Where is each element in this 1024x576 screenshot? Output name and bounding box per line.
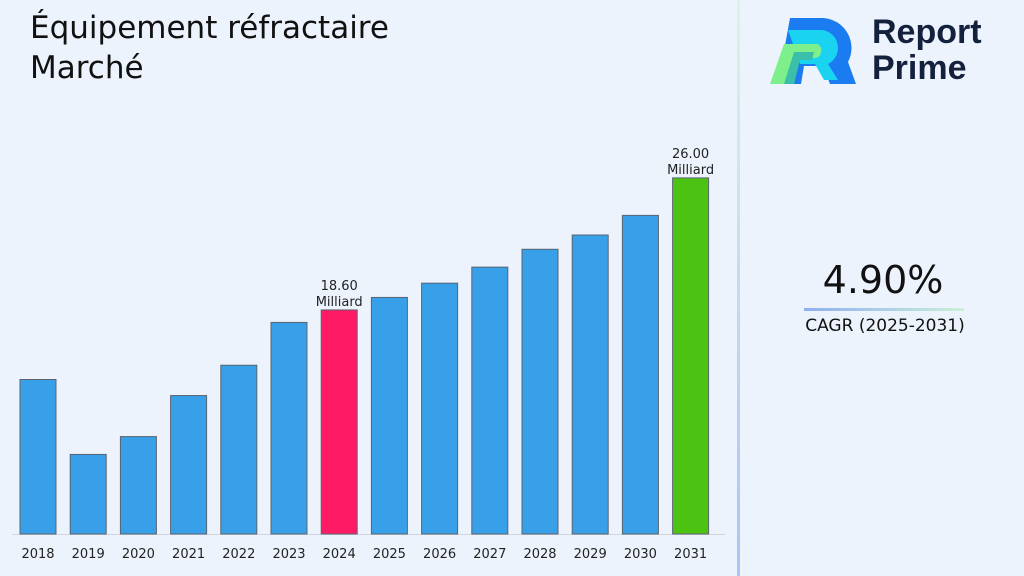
x-tick-label: 2023 bbox=[272, 547, 305, 562]
bar-2023 bbox=[270, 321, 308, 535]
data-label-value: 18.60 bbox=[321, 279, 358, 294]
bar-2028 bbox=[521, 248, 559, 535]
bar-chart: 2018 2019 2020 2021 2022 2023 202418.60Milliar… bbox=[12, 147, 725, 562]
cagr-value: 4.90% bbox=[822, 258, 944, 302]
bar-2025 bbox=[370, 296, 408, 535]
bar-2019 bbox=[69, 453, 107, 535]
x-tick-label: 2031 bbox=[674, 547, 707, 562]
x-tick-label: 2028 bbox=[523, 547, 556, 562]
x-tick-label: 2026 bbox=[423, 547, 456, 562]
x-tick-label: 2019 bbox=[72, 547, 105, 562]
x-tick-label: 2029 bbox=[574, 547, 607, 562]
logo-text-line2: Prime bbox=[872, 49, 967, 87]
cagr-label: CAGR (2025-2031) bbox=[805, 316, 965, 336]
x-tick-label: 2018 bbox=[21, 547, 54, 562]
bar-2020 bbox=[119, 436, 157, 535]
bar-2018 bbox=[19, 379, 57, 535]
x-tick-label: 2030 bbox=[624, 547, 657, 562]
x-tick-label: 2021 bbox=[172, 547, 205, 562]
bar-2027 bbox=[471, 266, 509, 535]
bar-2026 bbox=[421, 282, 459, 535]
bar-2024 bbox=[320, 309, 358, 535]
data-label-unit: Milliard bbox=[667, 163, 714, 178]
divider bbox=[737, 0, 740, 576]
x-tick-label: 2025 bbox=[373, 547, 406, 562]
data-label-unit: Milliard bbox=[316, 295, 363, 310]
bar-2031 bbox=[672, 177, 710, 535]
x-tick-label: 2020 bbox=[122, 547, 155, 562]
chart-title: Équipement réfractaire Marché bbox=[30, 10, 389, 86]
bar-2022 bbox=[220, 364, 258, 535]
bar-2029 bbox=[571, 234, 609, 535]
x-tick-label: 2027 bbox=[473, 547, 506, 562]
cagr-underline bbox=[804, 308, 964, 311]
bar-2030 bbox=[621, 214, 659, 535]
logo-text-line1: Report bbox=[872, 13, 982, 51]
report-prime-logo: Report Prime bbox=[768, 14, 1008, 89]
data-label-value: 26.00 bbox=[672, 147, 709, 162]
logo-icon bbox=[770, 18, 856, 84]
x-tick-label: 2024 bbox=[323, 547, 356, 562]
bar-2021 bbox=[170, 395, 208, 535]
x-tick-label: 2022 bbox=[222, 547, 255, 562]
